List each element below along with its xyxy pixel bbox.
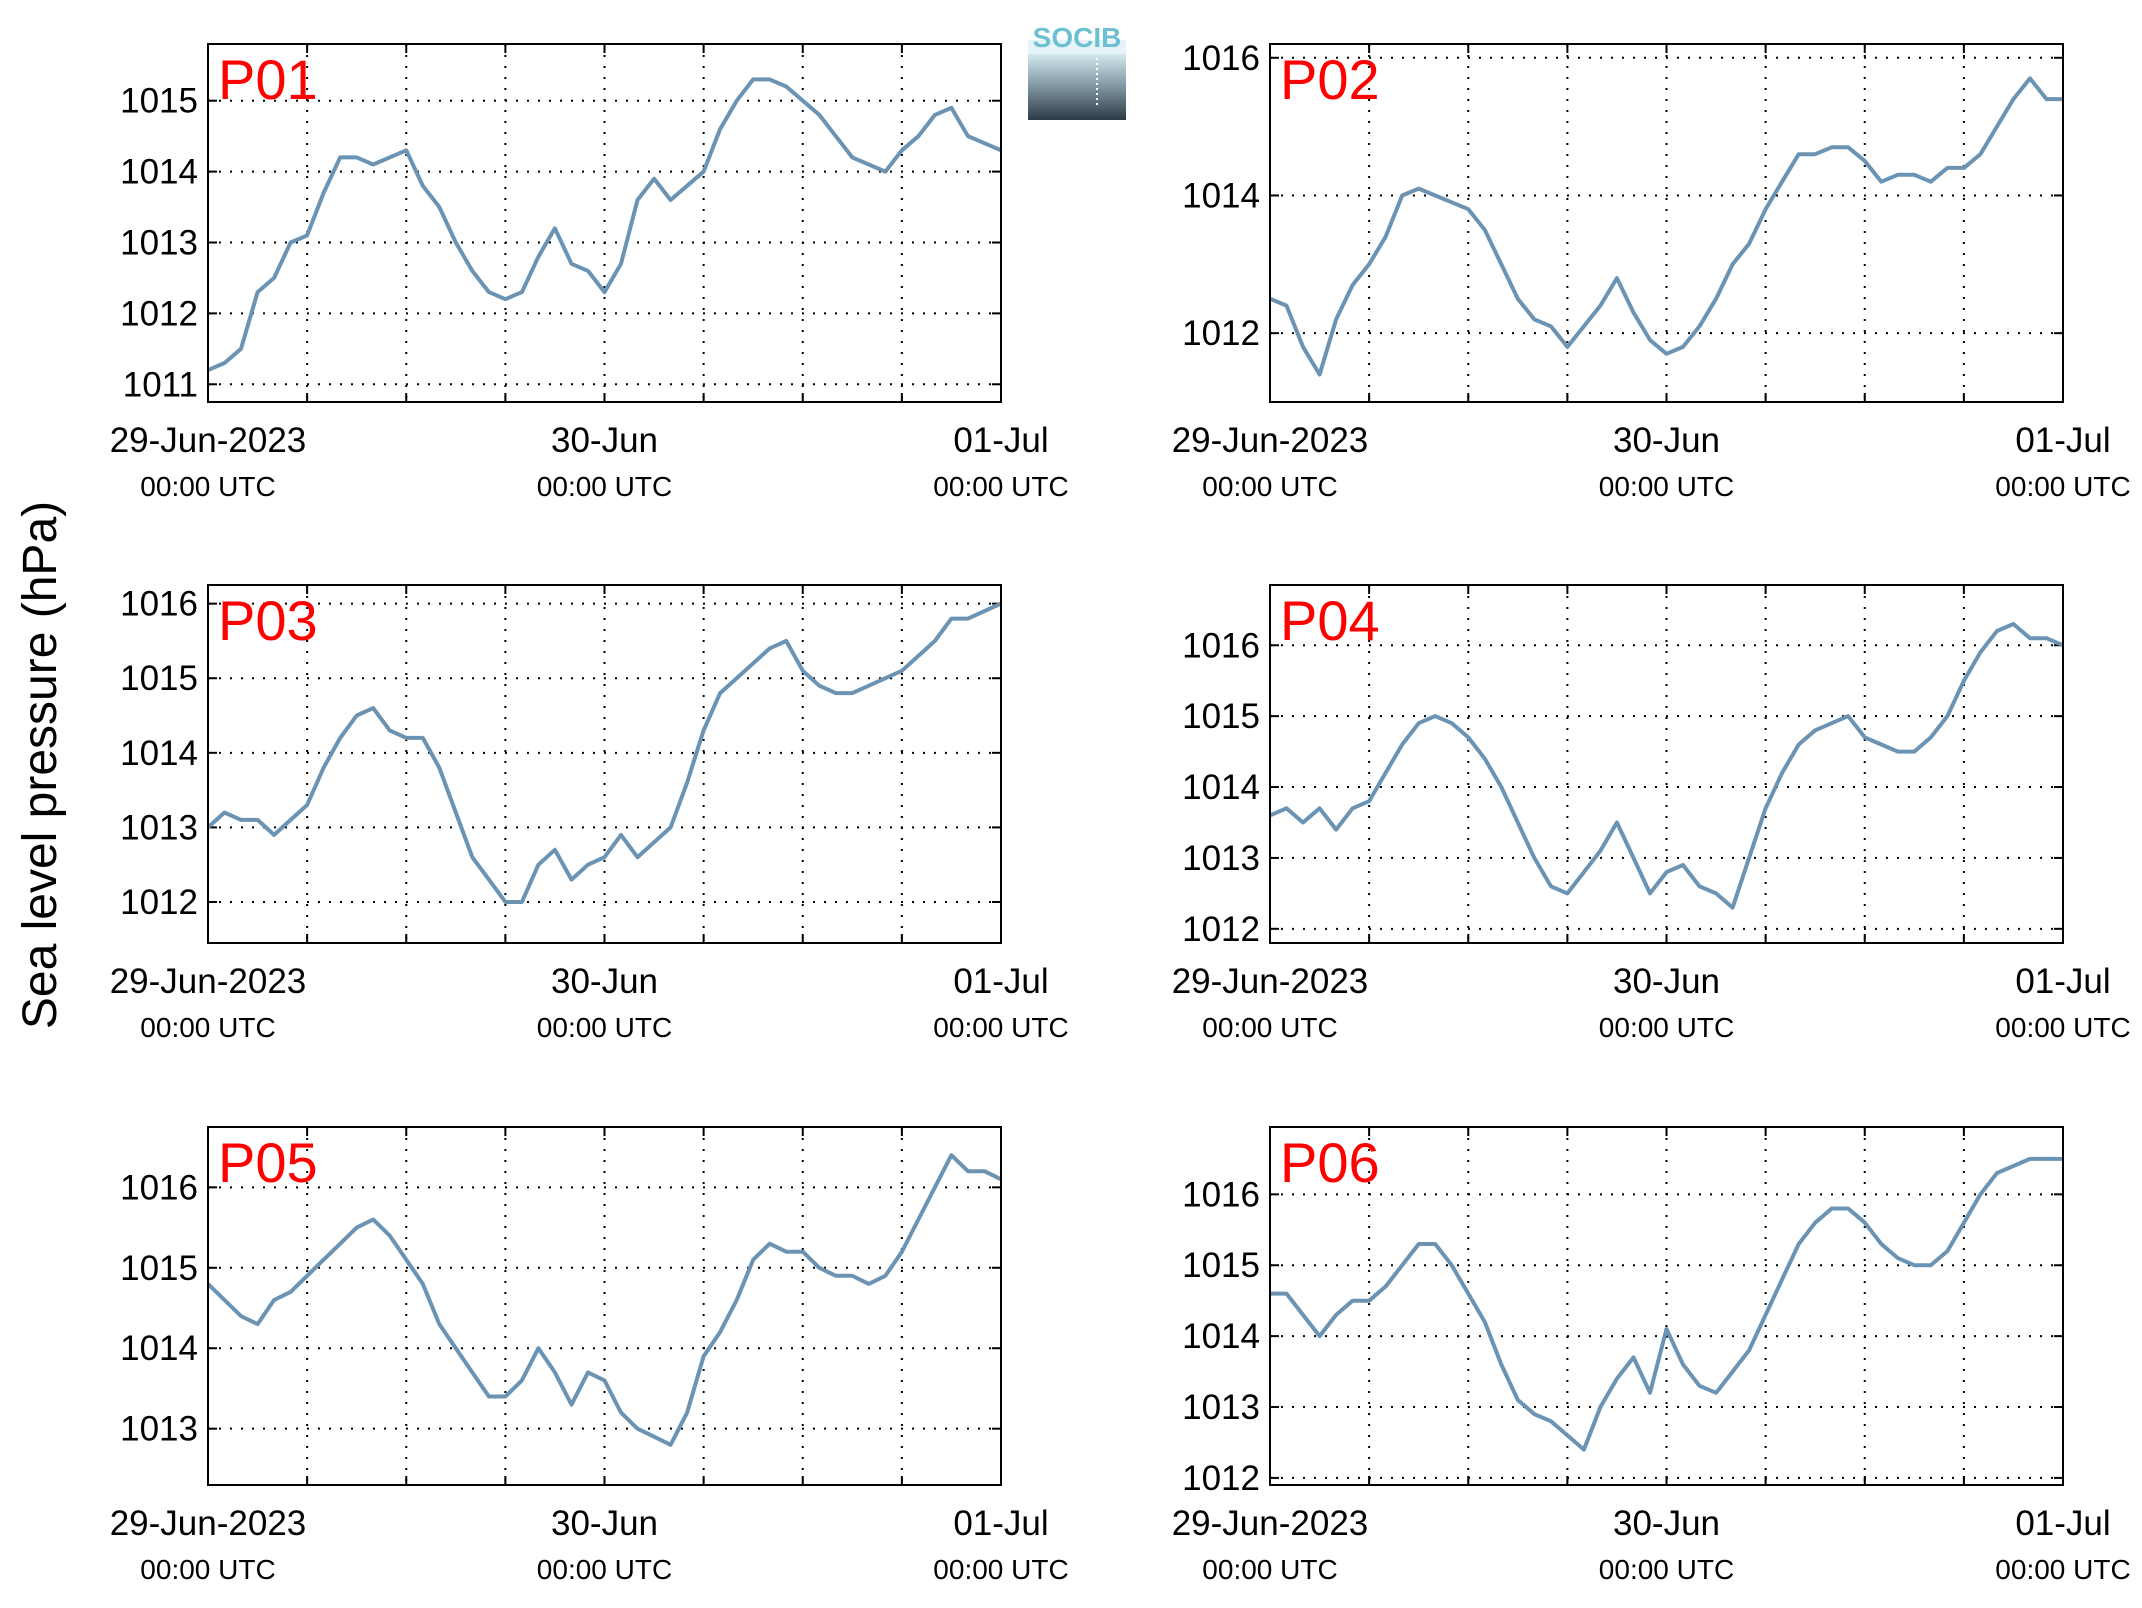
x-tick-sublabel: 00:00 UTC xyxy=(140,471,275,502)
x-tick-sublabel: 00:00 UTC xyxy=(537,1554,672,1585)
y-tick-label: 1012 xyxy=(1182,910,1260,949)
axes-frame xyxy=(207,43,1002,403)
socib-logo: SOCIB xyxy=(1028,22,1126,120)
y-tick-label: 1012 xyxy=(1182,314,1260,353)
x-tick-label: 01-Jul xyxy=(2015,1504,2110,1543)
axes-frame xyxy=(1269,1126,2064,1486)
x-tick-label: 29-Jun-2023 xyxy=(1172,962,1369,1001)
x-tick-label: 01-Jul xyxy=(953,962,1048,1001)
x-tick-label: 30-Jun xyxy=(551,1504,658,1543)
y-tick-label: 1014 xyxy=(1182,768,1260,807)
x-tick-label: 01-Jul xyxy=(953,421,1048,460)
panel-label: P02 xyxy=(1280,48,1380,111)
y-tick-label: 1012 xyxy=(120,294,198,333)
panel-p04: 1012 1013 1014 1015 1016 29-Jun-2023 00:00 UTC… xyxy=(1172,584,2131,1043)
panel-label: P04 xyxy=(1280,589,1380,652)
socib-logo-block xyxy=(1028,52,1126,120)
socib-logo-text: SOCIB xyxy=(1033,22,1122,53)
y-tick-label: 1012 xyxy=(1182,1459,1260,1498)
y-tick-label: 1016 xyxy=(1182,626,1260,665)
panel-label: P06 xyxy=(1280,1131,1380,1194)
y-tick-label: 1013 xyxy=(120,1410,198,1449)
panel-p05: 1013 1014 1015 1016 29-Jun-2023 00:00 UTC 30-J… xyxy=(110,1126,1069,1585)
y-tick-label: 1013 xyxy=(120,223,198,262)
x-tick-label: 29-Jun-2023 xyxy=(110,421,307,460)
x-tick-sublabel: 00:00 UTC xyxy=(933,1012,1068,1043)
panel-p02: 1012 1014 1016 29-Jun-2023 00:00 UTC 30-Jun 00… xyxy=(1172,39,2131,502)
pressure-series-line xyxy=(1269,622,2064,910)
x-tick-sublabel: 00:00 UTC xyxy=(1599,471,1734,502)
x-tick-sublabel: 00:00 UTC xyxy=(1202,471,1337,502)
x-tick-sublabel: 00:00 UTC xyxy=(140,1012,275,1043)
y-tick-label: 1015 xyxy=(120,1249,198,1288)
axes-frame xyxy=(1269,584,2064,944)
panel-label: P05 xyxy=(218,1131,318,1194)
y-tick-label: 1013 xyxy=(1182,1388,1260,1427)
y-tick-label: 1015 xyxy=(120,659,198,698)
y-tick-label: 1014 xyxy=(120,1329,198,1368)
y-tick-label: 1012 xyxy=(120,883,198,922)
y-tick-label: 1014 xyxy=(1182,1317,1260,1356)
x-tick-sublabel: 00:00 UTC xyxy=(933,471,1068,502)
x-tick-sublabel: 00:00 UTC xyxy=(537,471,672,502)
x-tick-label: 01-Jul xyxy=(953,1504,1048,1543)
x-tick-label: 01-Jul xyxy=(2015,962,2110,1001)
x-tick-label: 29-Jun-2023 xyxy=(110,1504,307,1543)
x-tick-sublabel: 00:00 UTC xyxy=(1202,1554,1337,1585)
panel-p03: 1012 1013 1014 1015 1016 29-Jun-2023 00:00 UTC… xyxy=(110,584,1069,1043)
x-tick-label: 30-Jun xyxy=(1613,1504,1720,1543)
y-tick-label: 1016 xyxy=(1182,39,1260,78)
socib-logo-band xyxy=(1028,40,1126,54)
pressure-series-line xyxy=(207,77,1002,372)
y-tick-label: 1011 xyxy=(123,365,198,404)
x-tick-label: 29-Jun-2023 xyxy=(1172,1504,1369,1543)
panel-label: P01 xyxy=(218,48,318,111)
x-tick-label: 30-Jun xyxy=(1613,962,1720,1001)
y-tick-label: 1015 xyxy=(1182,1246,1260,1285)
x-tick-sublabel: 00:00 UTC xyxy=(1599,1554,1734,1585)
y-axis-label: Sea level pressure (hPa) xyxy=(14,501,67,1029)
x-tick-sublabel: 00:00 UTC xyxy=(933,1554,1068,1585)
panel-label: P03 xyxy=(218,589,318,652)
y-tick-label: 1015 xyxy=(1182,697,1260,736)
y-tick-label: 1016 xyxy=(1182,1175,1260,1214)
panel-p01: 1011 1012 1013 1014 1015 29-Jun-2023 00:00 UTC… xyxy=(110,43,1069,502)
x-tick-label: 30-Jun xyxy=(551,962,658,1001)
y-tick-label: 1014 xyxy=(120,153,198,192)
x-tick-sublabel: 00:00 UTC xyxy=(140,1554,275,1585)
x-tick-sublabel: 00:00 UTC xyxy=(1599,1012,1734,1043)
axes-frame xyxy=(1269,43,2064,403)
axes-frame xyxy=(207,584,1002,944)
axes-frame xyxy=(207,1126,1002,1486)
y-tick-label: 1016 xyxy=(120,585,198,624)
y-tick-label: 1014 xyxy=(120,734,198,773)
x-tick-sublabel: 00:00 UTC xyxy=(1995,1554,2130,1585)
y-tick-label: 1013 xyxy=(120,808,198,847)
x-tick-sublabel: 00:00 UTC xyxy=(1995,471,2130,502)
y-tick-label: 1015 xyxy=(120,82,198,121)
pressure-series-line xyxy=(206,1153,1002,1447)
x-tick-label: 29-Jun-2023 xyxy=(110,962,307,1001)
panel-p06: 1012 1013 1014 1015 1016 29-Jun-2023 00:00 UTC… xyxy=(1172,1126,2131,1585)
x-tick-label: 01-Jul xyxy=(2015,421,2110,460)
pressure-series-line xyxy=(1270,1156,2063,1452)
x-tick-label: 29-Jun-2023 xyxy=(1172,421,1369,460)
pressure-series-line xyxy=(206,601,1002,904)
x-tick-sublabel: 00:00 UTC xyxy=(537,1012,672,1043)
y-tick-label: 1013 xyxy=(1182,839,1260,878)
x-tick-label: 30-Jun xyxy=(551,421,658,460)
pressure-series-line xyxy=(1269,76,2063,377)
y-tick-label: 1014 xyxy=(1182,176,1260,215)
x-tick-sublabel: 00:00 UTC xyxy=(1995,1012,2130,1043)
y-tick-label: 1016 xyxy=(120,1168,198,1207)
x-tick-label: 30-Jun xyxy=(1613,421,1720,460)
x-tick-sublabel: 00:00 UTC xyxy=(1202,1012,1337,1043)
